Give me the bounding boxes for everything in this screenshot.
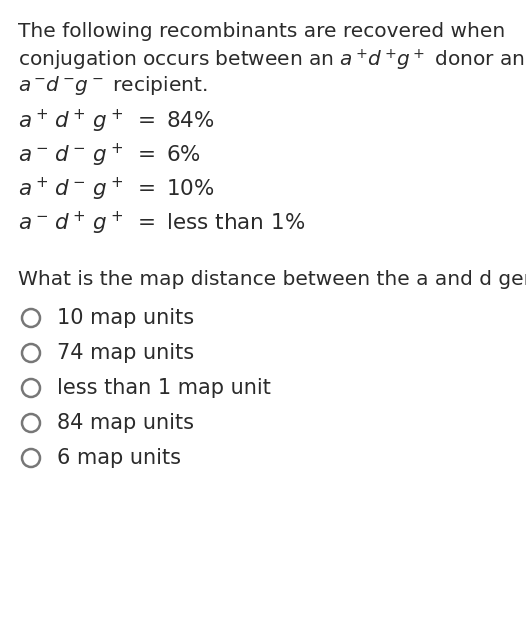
Text: conjugation occurs between an $\mathit{a}^+\!\mathit{d}^+\!\mathit{g}^+$ donor a: conjugation occurs between an $\mathit{a… [18, 48, 526, 73]
Text: $\mathit{a}^-\,\mathit{d}^-\,\mathit{g}^+$ $=$ 6%: $\mathit{a}^-\,\mathit{d}^-\,\mathit{g}^… [18, 142, 201, 169]
Text: 84 map units: 84 map units [57, 413, 194, 433]
Text: $\mathit{a}^-\!\mathit{d}^-\!\mathit{g}^-$ recipient.: $\mathit{a}^-\!\mathit{d}^-\!\mathit{g}^… [18, 74, 207, 97]
Text: 6 map units: 6 map units [57, 448, 181, 468]
Text: The following recombinants are recovered when: The following recombinants are recovered… [18, 22, 505, 41]
Text: 74 map units: 74 map units [57, 343, 194, 363]
Text: less than 1 map unit: less than 1 map unit [57, 378, 271, 398]
Text: $\mathit{a}^-\,\mathit{d}^+\,\mathit{g}^+$ $=$ less than 1%: $\mathit{a}^-\,\mathit{d}^+\,\mathit{g}^… [18, 210, 305, 237]
Text: 10 map units: 10 map units [57, 308, 194, 328]
Text: $\mathit{a}^+\,\mathit{d}^+\,\mathit{g}^+$ $=$ 84%: $\mathit{a}^+\,\mathit{d}^+\,\mathit{g}^… [18, 108, 215, 135]
Text: What is the map distance between the a and d genes?: What is the map distance between the a a… [18, 270, 526, 289]
Text: $\mathit{a}^+\,\mathit{d}^-\,\mathit{g}^+$ $=$ 10%: $\mathit{a}^+\,\mathit{d}^-\,\mathit{g}^… [18, 176, 215, 203]
